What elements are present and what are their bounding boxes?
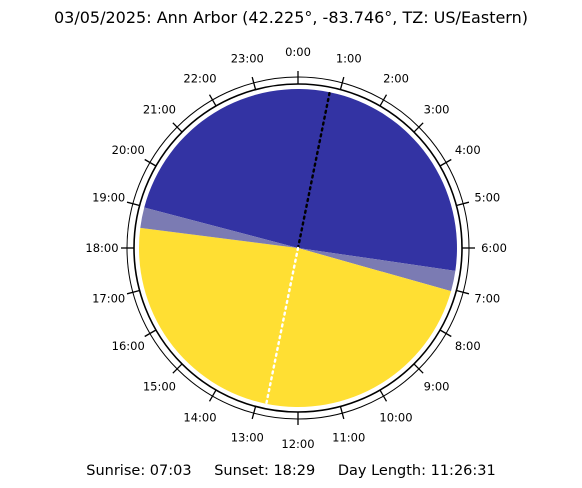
hour-label: 14:00: [183, 411, 216, 425]
noon-midnight-lines: [265, 90, 331, 406]
hour-label: 0:00: [285, 45, 311, 59]
hour-label: 2:00: [383, 71, 409, 85]
hour-label: 23:00: [231, 52, 264, 66]
hour-tick: [126, 289, 140, 295]
segment-twilight-1: [298, 248, 456, 292]
day-length-text: Day Length: 11:26:31: [337, 463, 496, 479]
hour-tick: [439, 158, 452, 167]
hour-tick: [126, 201, 140, 207]
hour-ticks: [121, 71, 475, 425]
hour-label: 8:00: [455, 339, 481, 353]
hour-label: 1:00: [336, 52, 362, 66]
hour-label: 18:00: [85, 241, 118, 255]
hour-label: 21:00: [143, 102, 176, 116]
sunset-text: Sunset: 18:29: [214, 463, 316, 479]
hour-tick: [172, 363, 183, 374]
hour-tick: [339, 406, 345, 420]
solar-midnight-line: [296, 90, 331, 250]
hour-tick: [379, 389, 388, 402]
hour-label: 12:00: [281, 437, 314, 451]
hour-tick: [456, 201, 470, 207]
hour-label: 15:00: [143, 380, 176, 394]
hour-tick: [172, 122, 183, 133]
hour-tick: [413, 363, 424, 374]
hour-label: 5:00: [474, 190, 500, 204]
hour-tick: [144, 329, 157, 338]
segments-layer: [138, 89, 457, 408]
chart-title: 03/05/2025: Ann Arbor (42.225°, -83.746°…: [54, 8, 528, 27]
hour-label: 16:00: [112, 339, 145, 353]
segment-day-2: [138, 227, 452, 408]
hour-tick: [251, 76, 257, 90]
hour-label: 9:00: [424, 380, 450, 394]
hour-label: 19:00: [92, 190, 125, 204]
hour-tick: [208, 389, 217, 402]
hour-label: 4:00: [455, 143, 481, 157]
hour-tick: [456, 289, 470, 295]
hour-label: 17:00: [92, 292, 125, 306]
hour-labels: 0:00 1:00 2:00 3:00 4:00 5:00 6:00 7:00 8:00 9:00…: [85, 45, 506, 451]
hour-tick: [339, 76, 345, 90]
hour-tick: [379, 94, 388, 107]
hour-tick: [144, 158, 157, 167]
hour-label: 10:00: [379, 411, 412, 425]
solar-noon-line: [265, 246, 300, 406]
segment-twilight-3: [140, 207, 298, 248]
footer: Sunrise: 07:03 Sunset: 18:29 Day Length:…: [0, 463, 582, 479]
hour-label: 6:00: [481, 241, 507, 255]
hour-label: 7:00: [474, 292, 500, 306]
hour-tick: [251, 406, 257, 420]
hour-tick: [208, 94, 217, 107]
hour-label: 20:00: [112, 143, 145, 157]
hour-label: 13:00: [231, 430, 264, 444]
hour-label: 3:00: [424, 102, 450, 116]
hour-tick: [413, 122, 424, 133]
hour-tick: [439, 329, 452, 338]
hour-label: 22:00: [183, 71, 216, 85]
hour-label: 11:00: [332, 430, 365, 444]
segment-night-0: [144, 89, 457, 271]
sunrise-text: Sunrise: 07:03: [86, 463, 192, 479]
